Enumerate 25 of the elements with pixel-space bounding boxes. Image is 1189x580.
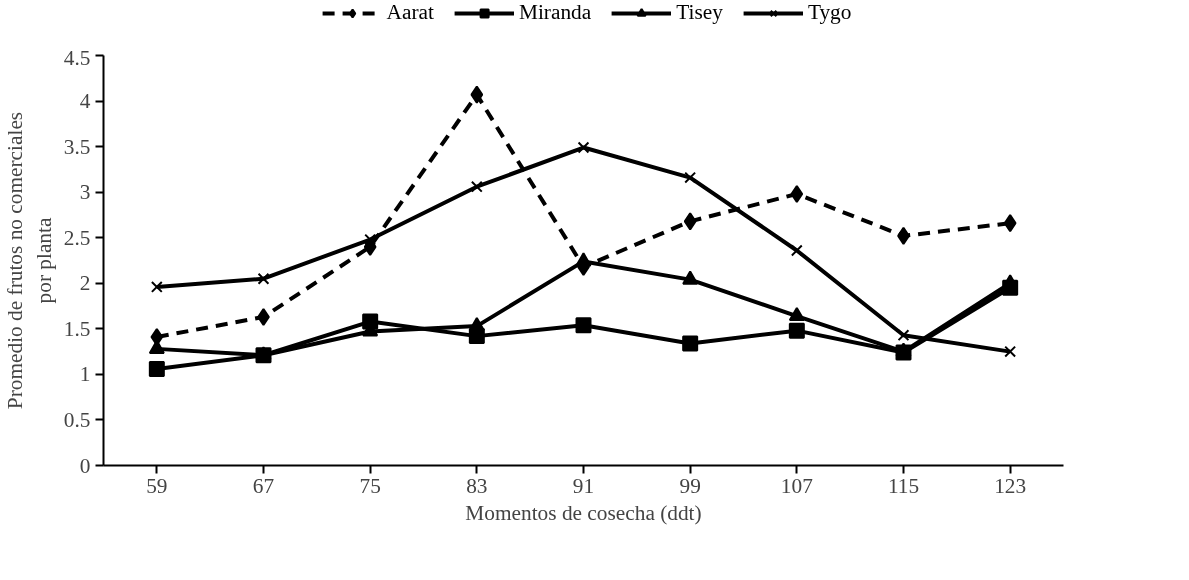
y-tick-label: 1 — [79, 362, 91, 387]
x-tick-label: 91 — [572, 473, 595, 498]
legend-label: Miranda — [518, 0, 592, 25]
x-axis-title: Momentos de cosecha (ddt) — [465, 500, 702, 525]
y-tick-label: 2.5 — [63, 225, 91, 250]
y-tick-label: 1.5 — [63, 316, 91, 341]
y-axis-title: Promedio de frutos no comerciales por planta — [3, 111, 56, 410]
x-tick-label: 83 — [466, 473, 488, 498]
x-tick-label: 67 — [252, 473, 275, 498]
y-tick-label: 3 — [79, 180, 91, 205]
legend-label: Tygo — [807, 0, 852, 25]
x-tick-label: 123 — [994, 473, 1027, 498]
x-tick-label: 59 — [146, 473, 168, 498]
y-tick-label: 0.5 — [63, 407, 91, 432]
y-tick-label: 2 — [79, 271, 91, 296]
y-tick-label: 3.5 — [63, 134, 91, 159]
x-tick-label: 115 — [887, 473, 920, 498]
y-tick-label: 4.5 — [63, 45, 91, 70]
y-tick-label: 0 — [79, 453, 91, 478]
x-tick-label: 107 — [780, 473, 814, 498]
legend-label: Tisey — [676, 0, 723, 25]
legend-label: Aarat — [386, 0, 434, 25]
y-tick-label: 4 — [79, 89, 91, 114]
x-tick-label: 75 — [359, 473, 381, 498]
x-tick-label: 99 — [679, 473, 701, 498]
